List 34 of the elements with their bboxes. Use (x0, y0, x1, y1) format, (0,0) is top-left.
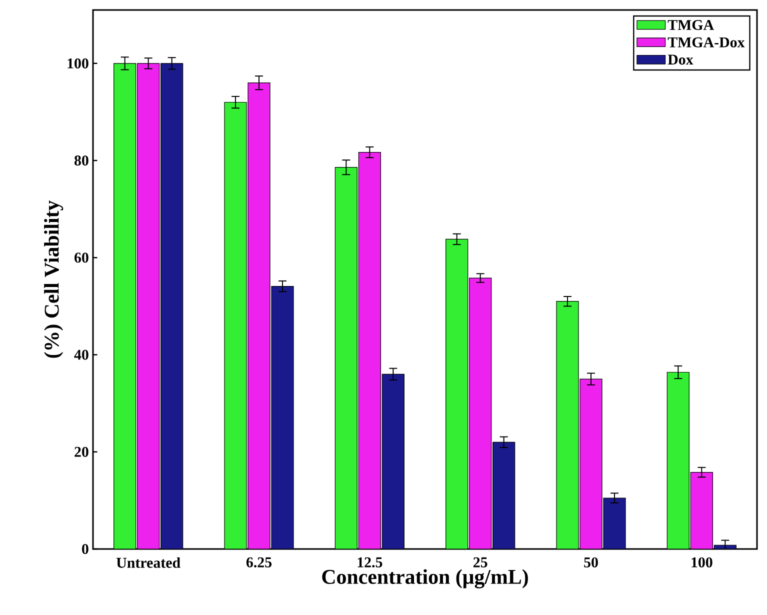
y-tick-label: 80 (74, 155, 88, 166)
bar (271, 286, 294, 549)
bar (224, 102, 247, 549)
x-tick-label: 6.25 (246, 557, 272, 568)
y-tick-label: 0 (82, 544, 88, 554)
bar (469, 278, 492, 549)
bar (382, 374, 404, 549)
y-tick-label: 60 (74, 252, 88, 263)
x-tick-label: 25 (473, 557, 488, 568)
x-tick-label: Untreated (116, 557, 180, 568)
bar (137, 63, 160, 549)
bar (556, 301, 579, 549)
bar (603, 498, 626, 549)
x-tick-label: 50 (584, 557, 598, 568)
bar (160, 63, 184, 549)
bar (334, 167, 358, 549)
bar (446, 238, 468, 549)
y-tick-label: 100 (68, 58, 88, 68)
y-axis-title: (%) Cell Viability (44, 200, 64, 358)
legend-label: TMGA-Dox (668, 37, 745, 48)
x-axis-title: Concentration (μg/mL) (322, 569, 528, 588)
bar (690, 472, 713, 549)
bar (114, 63, 136, 549)
bar (248, 82, 270, 549)
x-tick-label: 12.5 (358, 557, 382, 568)
legend-label: TMGA (668, 20, 714, 30)
bar (666, 372, 690, 549)
bar (492, 442, 516, 549)
legend-label: Dox (668, 54, 694, 65)
bar (580, 378, 602, 549)
x-tick-label: 100 (692, 557, 712, 568)
bar (358, 152, 381, 549)
y-tick-label: 20 (74, 446, 88, 457)
y-tick-label: 40 (74, 350, 88, 360)
